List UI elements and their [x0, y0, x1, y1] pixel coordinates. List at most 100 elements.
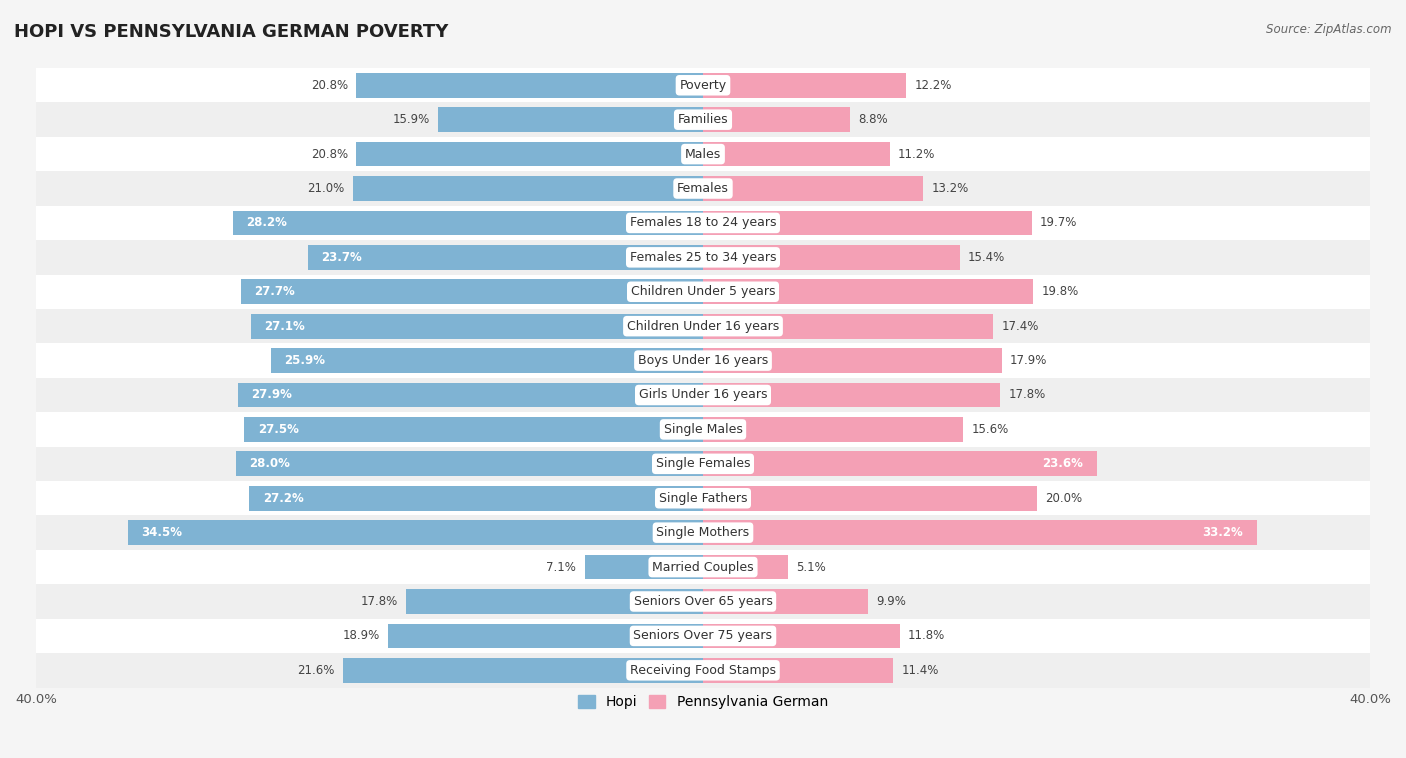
- Text: 17.8%: 17.8%: [360, 595, 398, 608]
- Bar: [37, 137, 1369, 171]
- Text: 11.2%: 11.2%: [898, 148, 935, 161]
- Text: Males: Males: [685, 148, 721, 161]
- Text: 23.6%: 23.6%: [1042, 457, 1083, 470]
- Bar: [252, 314, 703, 339]
- Text: Single Mothers: Single Mothers: [657, 526, 749, 539]
- Bar: [703, 589, 868, 614]
- Bar: [271, 348, 703, 373]
- Text: 28.2%: 28.2%: [246, 217, 287, 230]
- Bar: [37, 481, 1369, 515]
- Text: Single Males: Single Males: [664, 423, 742, 436]
- Bar: [703, 383, 1000, 407]
- Bar: [245, 417, 703, 442]
- Legend: Hopi, Pennsylvania German: Hopi, Pennsylvania German: [572, 690, 834, 715]
- Text: 28.0%: 28.0%: [249, 457, 290, 470]
- Text: 21.6%: 21.6%: [297, 664, 335, 677]
- Text: 11.8%: 11.8%: [908, 629, 945, 642]
- Text: 8.8%: 8.8%: [858, 113, 887, 126]
- Bar: [703, 486, 1036, 511]
- Text: 12.2%: 12.2%: [915, 79, 952, 92]
- Bar: [37, 102, 1369, 137]
- Bar: [703, 211, 1032, 235]
- Text: 15.9%: 15.9%: [392, 113, 429, 126]
- Bar: [238, 383, 703, 407]
- Text: 19.7%: 19.7%: [1040, 217, 1077, 230]
- Text: 13.2%: 13.2%: [931, 182, 969, 195]
- Bar: [353, 176, 703, 201]
- Text: Married Couples: Married Couples: [652, 561, 754, 574]
- Text: 27.5%: 27.5%: [257, 423, 298, 436]
- Text: Children Under 16 years: Children Under 16 years: [627, 320, 779, 333]
- Bar: [356, 142, 703, 167]
- Bar: [37, 240, 1369, 274]
- Bar: [585, 555, 703, 579]
- Bar: [703, 658, 893, 683]
- Bar: [343, 658, 703, 683]
- Bar: [406, 589, 703, 614]
- Text: Females 25 to 34 years: Females 25 to 34 years: [630, 251, 776, 264]
- Text: 7.1%: 7.1%: [547, 561, 576, 574]
- Bar: [37, 515, 1369, 550]
- Bar: [37, 446, 1369, 481]
- Bar: [356, 73, 703, 98]
- Bar: [703, 314, 993, 339]
- Bar: [240, 280, 703, 304]
- Text: Seniors Over 65 years: Seniors Over 65 years: [634, 595, 772, 608]
- Text: 20.8%: 20.8%: [311, 148, 347, 161]
- Text: 21.0%: 21.0%: [307, 182, 344, 195]
- Bar: [37, 653, 1369, 688]
- Bar: [703, 348, 1001, 373]
- Text: 27.2%: 27.2%: [263, 492, 304, 505]
- Bar: [308, 245, 703, 270]
- Bar: [233, 211, 703, 235]
- Text: Single Females: Single Females: [655, 457, 751, 470]
- Text: 27.9%: 27.9%: [252, 389, 292, 402]
- Bar: [37, 377, 1369, 412]
- Text: 18.9%: 18.9%: [342, 629, 380, 642]
- Text: Girls Under 16 years: Girls Under 16 years: [638, 389, 768, 402]
- Bar: [703, 555, 787, 579]
- Bar: [37, 309, 1369, 343]
- Bar: [37, 550, 1369, 584]
- Bar: [37, 584, 1369, 619]
- Bar: [703, 280, 1033, 304]
- Text: Seniors Over 75 years: Seniors Over 75 years: [634, 629, 772, 642]
- Text: 27.1%: 27.1%: [264, 320, 305, 333]
- Text: Families: Families: [678, 113, 728, 126]
- Text: Source: ZipAtlas.com: Source: ZipAtlas.com: [1267, 23, 1392, 36]
- Bar: [703, 176, 924, 201]
- Text: Children Under 5 years: Children Under 5 years: [631, 285, 775, 298]
- Bar: [128, 520, 703, 545]
- Text: 34.5%: 34.5%: [141, 526, 181, 539]
- Text: Single Fathers: Single Fathers: [659, 492, 747, 505]
- Text: 9.9%: 9.9%: [876, 595, 907, 608]
- Bar: [437, 108, 703, 132]
- Text: 20.0%: 20.0%: [1045, 492, 1083, 505]
- Text: Boys Under 16 years: Boys Under 16 years: [638, 354, 768, 367]
- Text: 25.9%: 25.9%: [284, 354, 325, 367]
- Bar: [37, 343, 1369, 377]
- Bar: [703, 108, 849, 132]
- Bar: [249, 486, 703, 511]
- Text: 23.7%: 23.7%: [321, 251, 361, 264]
- Bar: [37, 68, 1369, 102]
- Text: Females 18 to 24 years: Females 18 to 24 years: [630, 217, 776, 230]
- Text: 19.8%: 19.8%: [1042, 285, 1078, 298]
- Bar: [236, 452, 703, 476]
- Text: 20.8%: 20.8%: [311, 79, 347, 92]
- Bar: [388, 624, 703, 648]
- Text: 15.6%: 15.6%: [972, 423, 1008, 436]
- Text: 11.4%: 11.4%: [901, 664, 939, 677]
- Text: Poverty: Poverty: [679, 79, 727, 92]
- Text: 27.7%: 27.7%: [254, 285, 295, 298]
- Text: 17.8%: 17.8%: [1008, 389, 1046, 402]
- Bar: [703, 417, 963, 442]
- Bar: [703, 624, 900, 648]
- Bar: [37, 205, 1369, 240]
- Bar: [37, 274, 1369, 309]
- Bar: [703, 452, 1097, 476]
- Bar: [703, 73, 907, 98]
- Bar: [703, 245, 960, 270]
- Bar: [37, 171, 1369, 205]
- Text: 5.1%: 5.1%: [796, 561, 827, 574]
